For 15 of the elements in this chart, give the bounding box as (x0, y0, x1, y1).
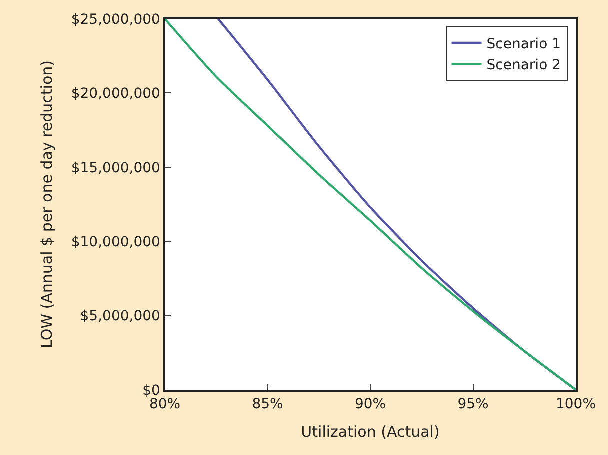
y-tick-label: $25,000,000 (71, 12, 160, 28)
y-axis-title: LOW (Annual $ per one day reduction) (38, 60, 56, 348)
y-tick-label: $20,000,000 (71, 86, 160, 102)
legend-label: Scenario 1 (486, 36, 561, 52)
y-tick-label: $5,000,000 (80, 308, 160, 325)
y-tick-label: $10,000,000 (71, 234, 160, 250)
x-axis-title: Utilization (Actual) (301, 423, 440, 442)
x-tick-label: 80% (149, 396, 181, 413)
x-tick-label: 90% (354, 396, 386, 413)
x-tick-label: 85% (252, 396, 284, 413)
legend-label: Scenario 2 (486, 58, 561, 74)
x-tick-label: 100% (556, 396, 596, 413)
x-tick-label: 95% (458, 396, 489, 413)
y-tick-label: $0 (142, 382, 160, 399)
y-tick-label: $15,000,000 (71, 160, 160, 176)
